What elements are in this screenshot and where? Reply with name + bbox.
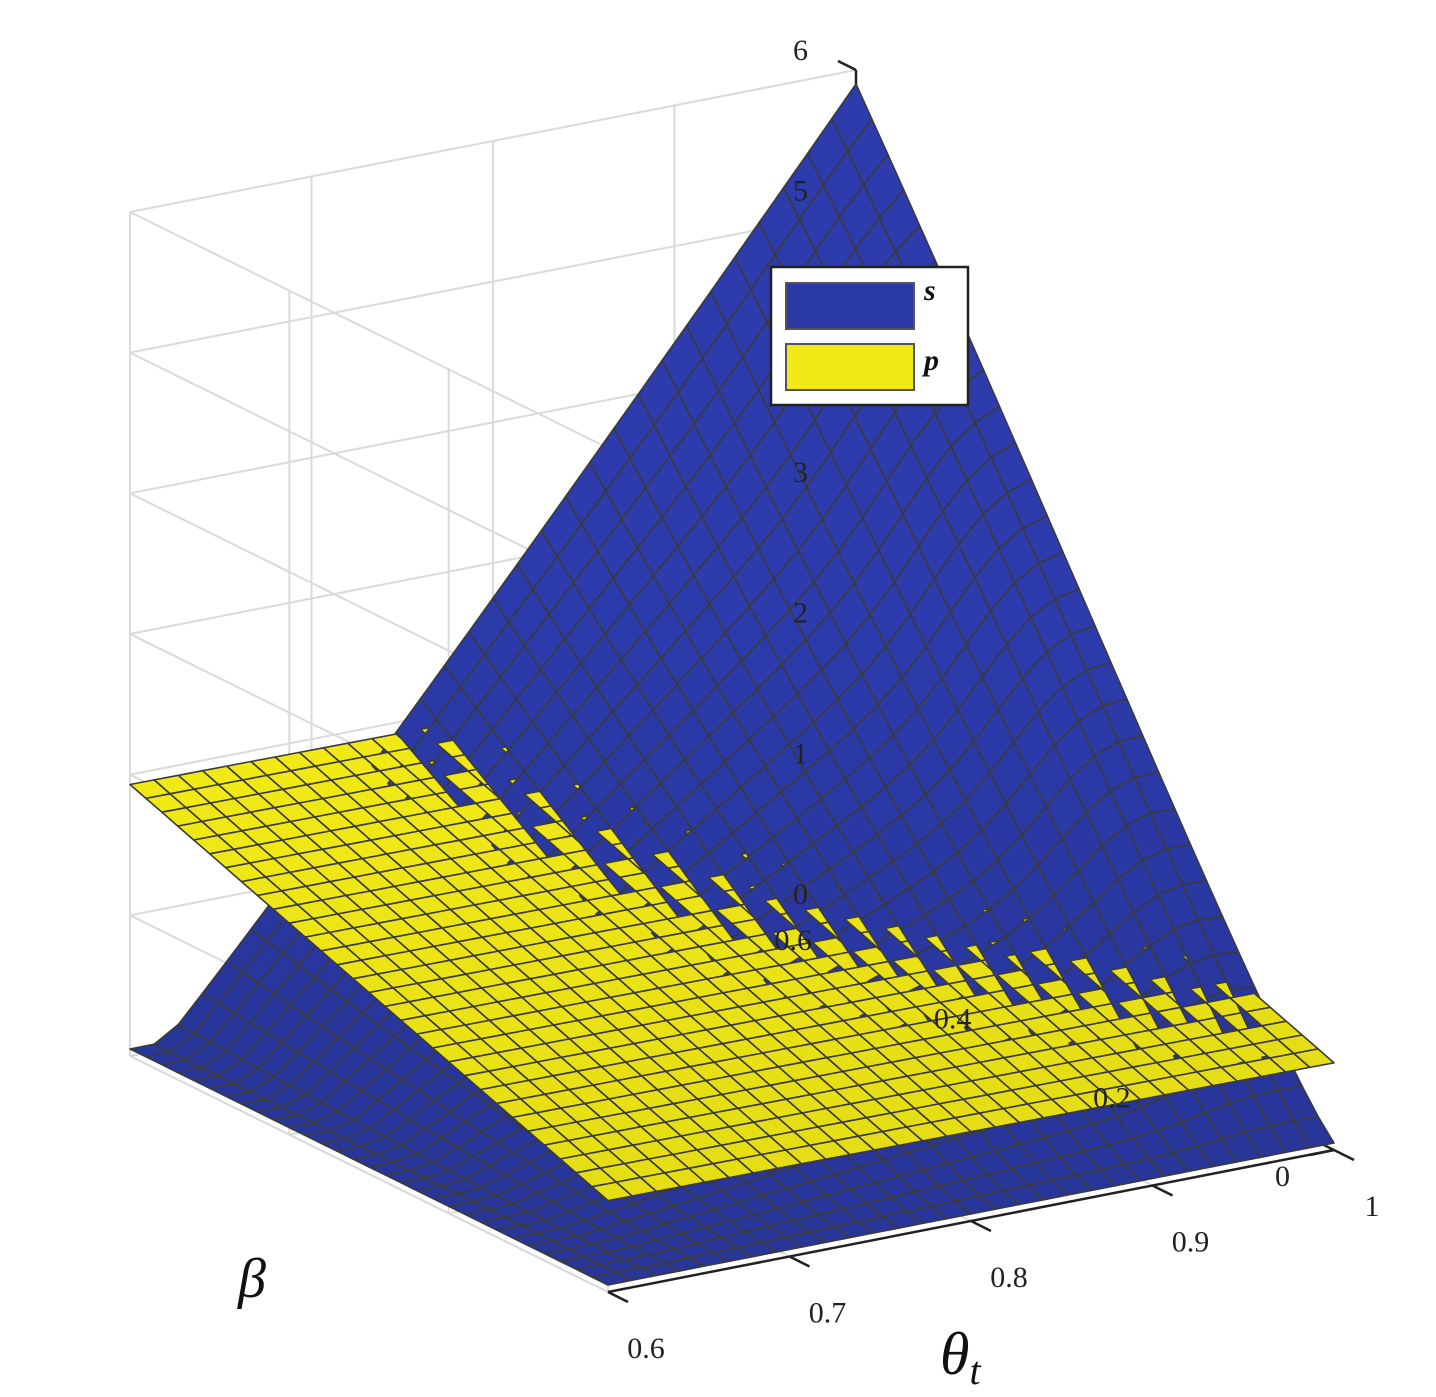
legend-swatch-s <box>785 282 915 330</box>
beta-tick-label: 0 <box>1275 1160 1290 1193</box>
theta-tick <box>970 1219 992 1233</box>
legend: s p <box>769 265 970 407</box>
theta-tick-label: 0.7 <box>809 1297 847 1330</box>
theta-tick-label: 0.8 <box>990 1261 1028 1294</box>
z-tick-label: 5 <box>793 175 808 208</box>
theta-axis-label-main: θ <box>940 1321 969 1387</box>
theta-tick-label: 0.9 <box>1172 1226 1210 1259</box>
surface-p-patch <box>1293 1048 1335 1069</box>
theta-tick-label: 1 <box>1365 1190 1380 1223</box>
z-tick-label: 0 <box>793 878 808 911</box>
grid-line <box>129 1055 609 1293</box>
surfaces <box>129 83 1335 1286</box>
z-tick-label: 6 <box>793 34 808 67</box>
beta-tick-label: 0.4 <box>934 1003 972 1036</box>
legend-label-s: s <box>923 274 936 307</box>
z-tick-label: 1 <box>793 737 808 770</box>
theta-axis-label: θt <box>940 1321 981 1393</box>
theta-tick <box>607 1290 629 1304</box>
theta-tick <box>1151 1184 1174 1197</box>
z-tick-label: 2 <box>793 597 808 630</box>
theta-tick-label: 0.6 <box>627 1332 665 1365</box>
z-tick <box>837 59 857 72</box>
beta-tick <box>1309 1148 1335 1157</box>
z-tick-label: 3 <box>793 456 808 489</box>
theta-tick <box>788 1255 811 1268</box>
beta-axis-label: β <box>237 1248 266 1310</box>
grid-line <box>129 211 609 449</box>
theta-axis-label-sub: t <box>969 1348 981 1393</box>
beta-tick-label: 0.6 <box>775 924 813 957</box>
theta-tick <box>1333 1148 1355 1162</box>
beta-tick-label: 0.2 <box>1093 1081 1131 1114</box>
surface-s-patch <box>1293 1115 1335 1149</box>
legend-swatch-p <box>785 343 915 391</box>
legend-label-p: p <box>921 344 939 377</box>
